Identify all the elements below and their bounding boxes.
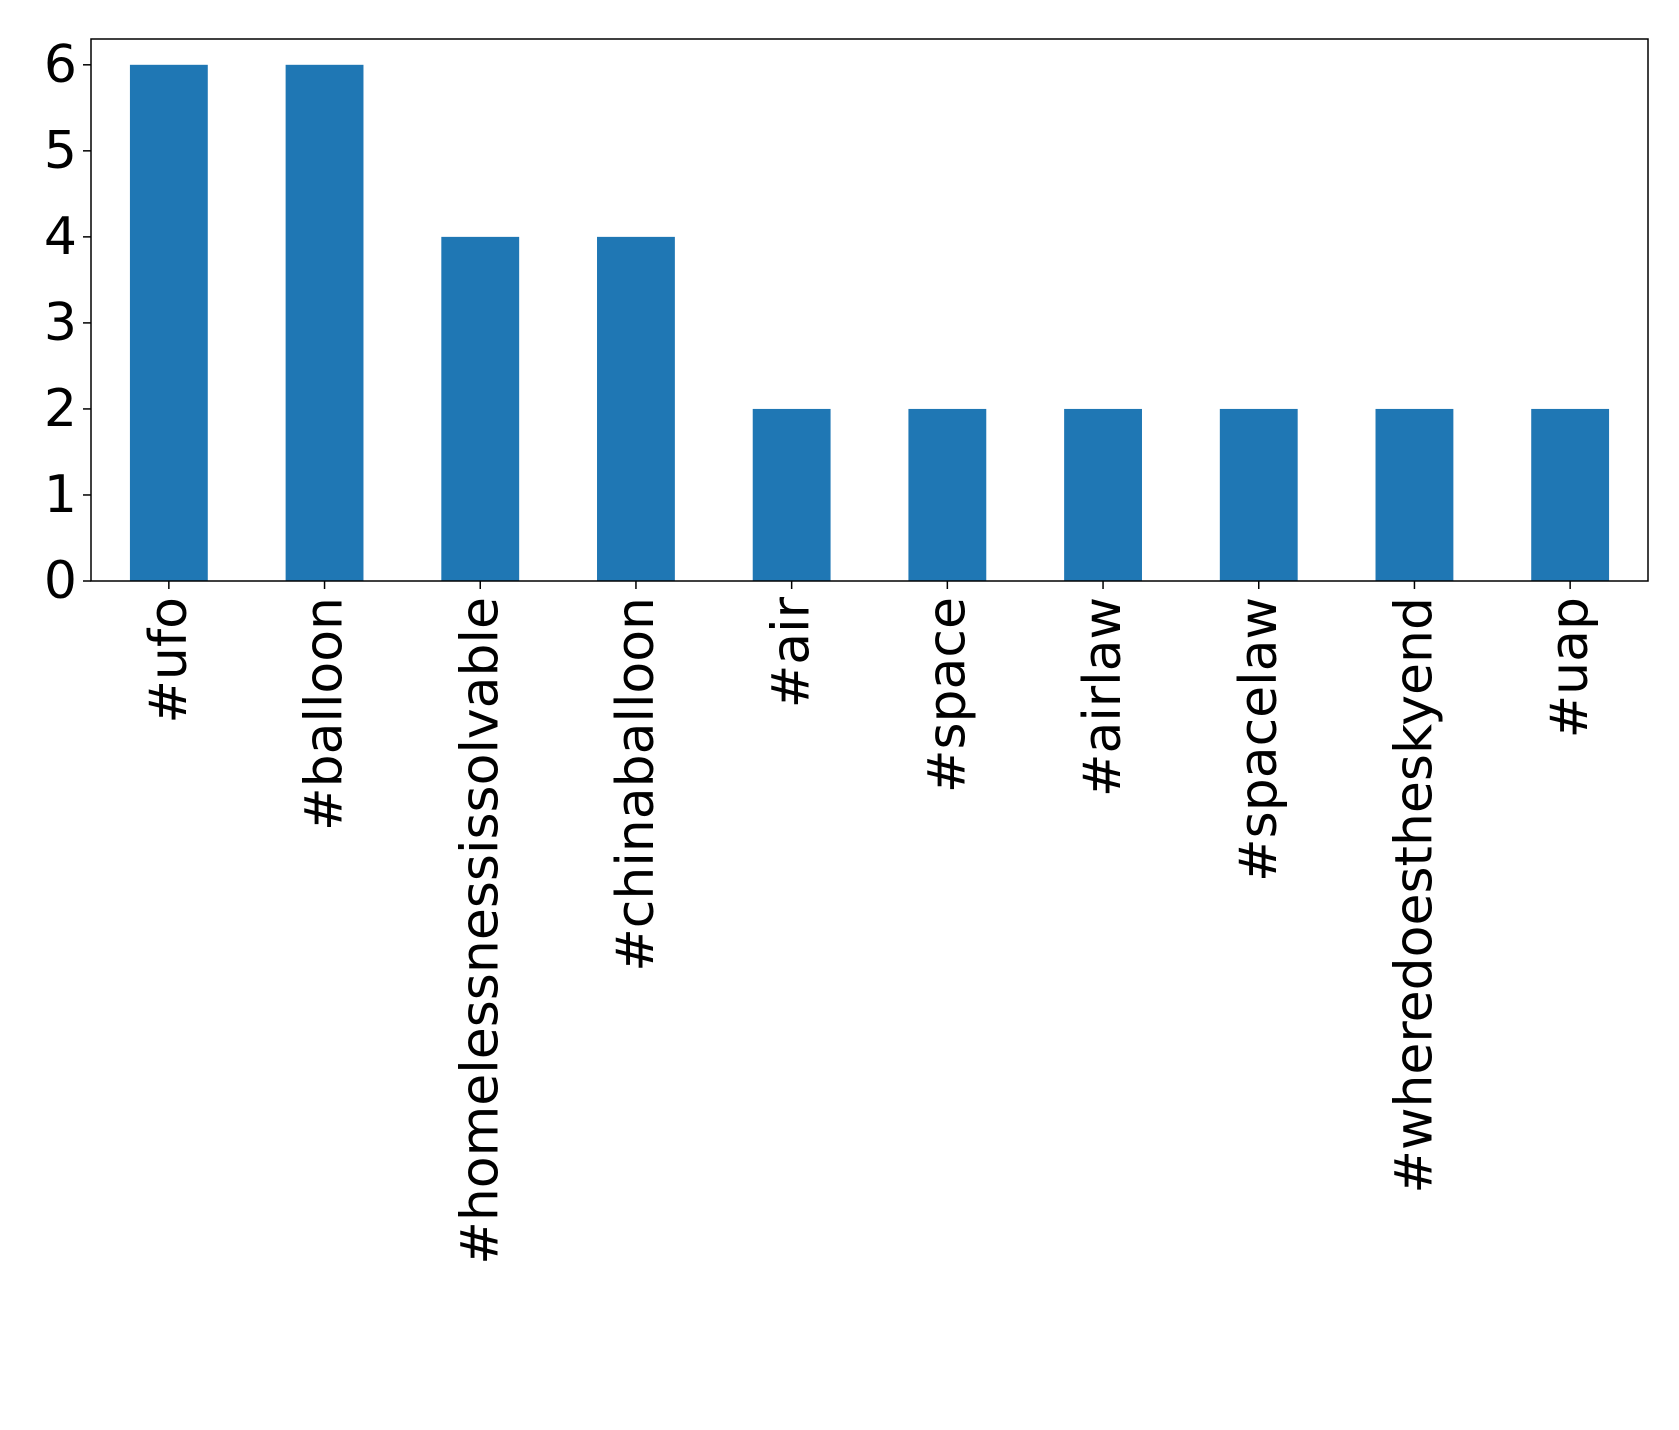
x-tick-label-uap: #uap	[1540, 597, 1600, 738]
y-tick-label: 4	[44, 207, 77, 267]
x-tick-label-air: #air	[762, 596, 822, 708]
plot-frame	[90, 38, 1649, 582]
y-tick-label: 6	[44, 35, 77, 95]
bar-homelessnessissolvable	[441, 236, 520, 581]
bar-ufo	[129, 64, 208, 581]
bar-balloon	[285, 64, 364, 581]
bar-spacelaw	[1219, 408, 1298, 581]
bar-space	[908, 408, 987, 581]
y-tick-label: 1	[44, 465, 77, 525]
bar-uap	[1531, 408, 1610, 581]
x-tick-label-chinaballoon: #chinaballoon	[606, 597, 666, 972]
x-axis: #ufo #balloon #homelessnessissolvable #chin…	[139, 581, 1600, 1265]
y-tick-label: 3	[44, 293, 77, 353]
x-tick-label-space: #space	[917, 597, 977, 793]
y-axis: 0 1 2 3 4 5 6	[44, 35, 91, 611]
x-tick-label-airlaw: #airlaw	[1073, 597, 1133, 797]
y-tick-label: 0	[44, 551, 77, 611]
bar-chinaballoon	[597, 236, 675, 581]
x-tick-label-balloon: #balloon	[295, 597, 355, 831]
x-tick-label-homelessnessissolvable: #homelessnessissolvable	[450, 597, 510, 1265]
bar-wheredoestheskyend	[1375, 408, 1454, 581]
x-tick-label-spacelaw: #spacelaw	[1229, 597, 1289, 882]
bars-group	[129, 64, 1610, 581]
x-tick-label-wheredoestheskyend: #wheredoestheskyend	[1384, 597, 1444, 1194]
x-tick-label-ufo: #ufo	[139, 597, 199, 724]
y-tick-label: 2	[44, 379, 77, 439]
bar-air	[752, 408, 831, 581]
y-tick-label: 5	[44, 121, 77, 181]
bar-airlaw	[1064, 408, 1142, 581]
